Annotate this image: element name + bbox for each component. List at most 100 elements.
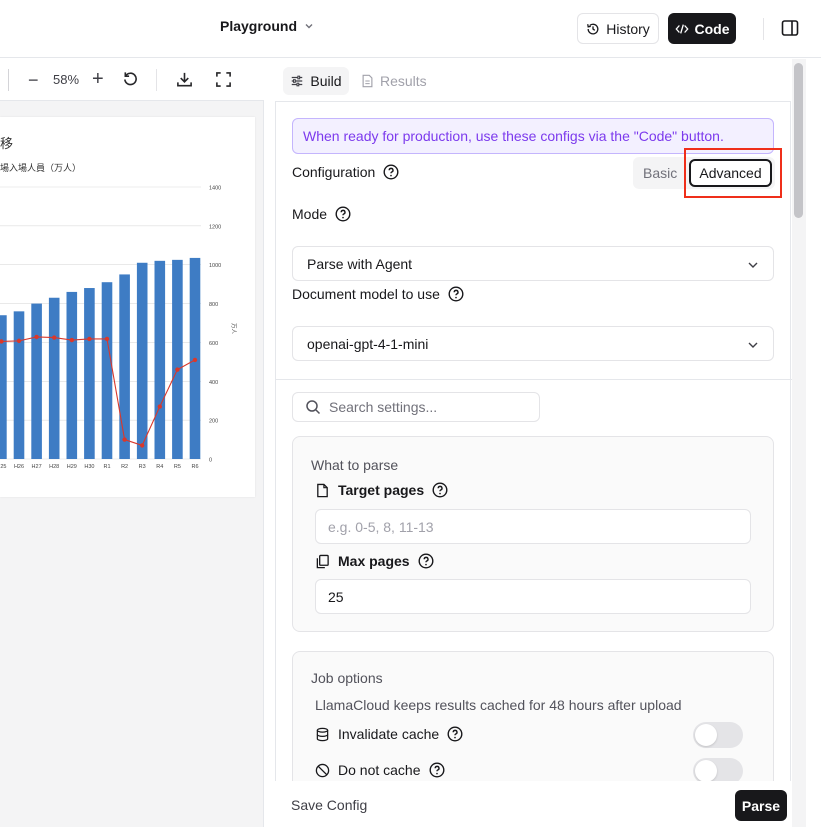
line-point <box>0 339 4 344</box>
x-tick-label: R4 <box>156 464 163 470</box>
line-point <box>192 357 198 363</box>
history-button[interactable]: History <box>577 13 659 44</box>
model-row: Document model to use <box>292 286 464 302</box>
max-pages-label: Max pages <box>338 553 410 569</box>
help-icon[interactable] <box>428 762 445 778</box>
top-bar: Playground History Code <box>0 0 821 58</box>
x-tick-label: H25 <box>0 464 6 470</box>
x-tick-label: R6 <box>191 464 198 470</box>
tab-results-label: Results <box>380 73 427 89</box>
rotate-icon[interactable] <box>122 71 139 88</box>
save-config-button[interactable]: Save Config <box>291 797 368 813</box>
tab-results[interactable]: Results <box>361 67 427 95</box>
y-tick-label: 800 <box>209 302 218 308</box>
max-pages-row: Max pages <box>315 553 434 569</box>
job-options-description: LlamaCloud keeps results cached for 48 h… <box>315 697 682 713</box>
job-options-title: Job options <box>311 670 383 686</box>
x-tick-label: R2 <box>121 464 128 470</box>
help-icon[interactable] <box>418 553 434 569</box>
zoom-out-icon[interactable]: − <box>28 70 39 90</box>
y-tick-label: 600 <box>209 341 218 347</box>
max-pages-input[interactable] <box>315 579 751 614</box>
what-to-parse-title: What to parse <box>311 457 399 473</box>
viewer-toolbar: − 58% + <box>0 59 264 101</box>
parse-button[interactable]: Parse <box>735 790 787 821</box>
toolbar-divider <box>156 69 157 91</box>
y-tick-label: 200 <box>209 419 218 425</box>
code-icon <box>674 23 689 34</box>
x-tick-label: H28 <box>49 464 59 470</box>
search-settings[interactable] <box>292 392 540 422</box>
y-axis-label: 万人 <box>230 323 237 335</box>
ban-icon <box>315 763 330 777</box>
mode-row: Mode <box>292 206 351 222</box>
y-tick-label: 1400 <box>209 186 221 192</box>
do-not-cache-toggle[interactable] <box>693 758 743 784</box>
model-select[interactable]: openai-gpt-4-1-mini <box>292 326 774 361</box>
copy-icon <box>316 554 329 568</box>
help-icon[interactable] <box>448 286 464 302</box>
target-pages-input[interactable] <box>315 509 751 544</box>
scrollbar-track[interactable] <box>792 59 806 827</box>
code-button[interactable]: Code <box>668 13 736 44</box>
line-point <box>16 338 22 344</box>
line-point <box>122 437 127 442</box>
section-divider <box>276 379 792 380</box>
line-point <box>175 367 180 372</box>
configuration-toggle: Basic Advanced <box>633 157 775 189</box>
configuration-row: Configuration <box>292 164 399 180</box>
bar <box>154 260 166 459</box>
chevron-down-icon <box>305 24 313 29</box>
line-point <box>140 443 145 448</box>
file-icon <box>317 483 328 497</box>
job-options-card: Job options LlamaCloud keeps results cac… <box>292 651 774 801</box>
mode-select[interactable]: Parse with Agent <box>292 246 774 281</box>
line-series <box>0 336 196 447</box>
download-icon[interactable] <box>176 71 193 88</box>
tab-build[interactable]: Build <box>283 67 349 95</box>
advanced-option[interactable]: Advanced <box>689 159 772 187</box>
search-input[interactable] <box>329 399 529 415</box>
bar <box>48 297 60 459</box>
do-not-cache-label: Do not cache <box>338 762 421 778</box>
model-label: Document model to use <box>292 286 440 302</box>
search-icon <box>306 400 321 415</box>
invalidate-cache-toggle[interactable] <box>693 722 743 748</box>
bar <box>172 259 183 459</box>
x-tick-label: H29 <box>67 464 77 470</box>
bar <box>66 291 78 459</box>
settings-scroll-area: When ready for production, use these con… <box>275 101 792 801</box>
bar <box>13 311 25 459</box>
configuration-label: Configuration <box>292 164 376 180</box>
chevron-down-icon <box>748 342 758 348</box>
x-tick-label: H27 <box>32 464 42 470</box>
help-icon[interactable] <box>335 206 351 222</box>
line-point <box>157 404 162 409</box>
tab-build-label: Build <box>310 73 342 89</box>
y-tick-label: 0 <box>209 458 212 464</box>
playground-title: Playground <box>220 18 298 34</box>
model-value: openai-gpt-4-1-mini <box>307 335 429 352</box>
production-notice: When ready for production, use these con… <box>292 118 774 154</box>
scrollbar-thumb[interactable] <box>794 63 803 218</box>
help-icon[interactable] <box>383 164 399 180</box>
bar <box>119 274 130 459</box>
x-tick-label: H30 <box>84 464 94 470</box>
help-icon[interactable] <box>447 726 463 742</box>
bar <box>101 282 113 459</box>
history-label: History <box>606 20 650 37</box>
bar <box>136 262 148 459</box>
zoom-in-icon[interactable]: + <box>92 68 104 90</box>
zoom-level: 58% <box>53 72 80 87</box>
basic-option[interactable]: Basic <box>643 165 678 181</box>
header-divider <box>763 18 764 40</box>
sidebar-toggle-icon[interactable] <box>781 19 799 37</box>
help-icon[interactable] <box>432 482 448 498</box>
line-point <box>52 335 57 340</box>
bar <box>31 303 42 459</box>
playground-dropdown[interactable]: Playground <box>220 18 315 34</box>
document-icon <box>362 74 373 88</box>
y-tick-label: 1200 <box>209 224 221 230</box>
fullscreen-icon[interactable] <box>215 71 232 88</box>
y-tick-label: 400 <box>209 380 218 386</box>
